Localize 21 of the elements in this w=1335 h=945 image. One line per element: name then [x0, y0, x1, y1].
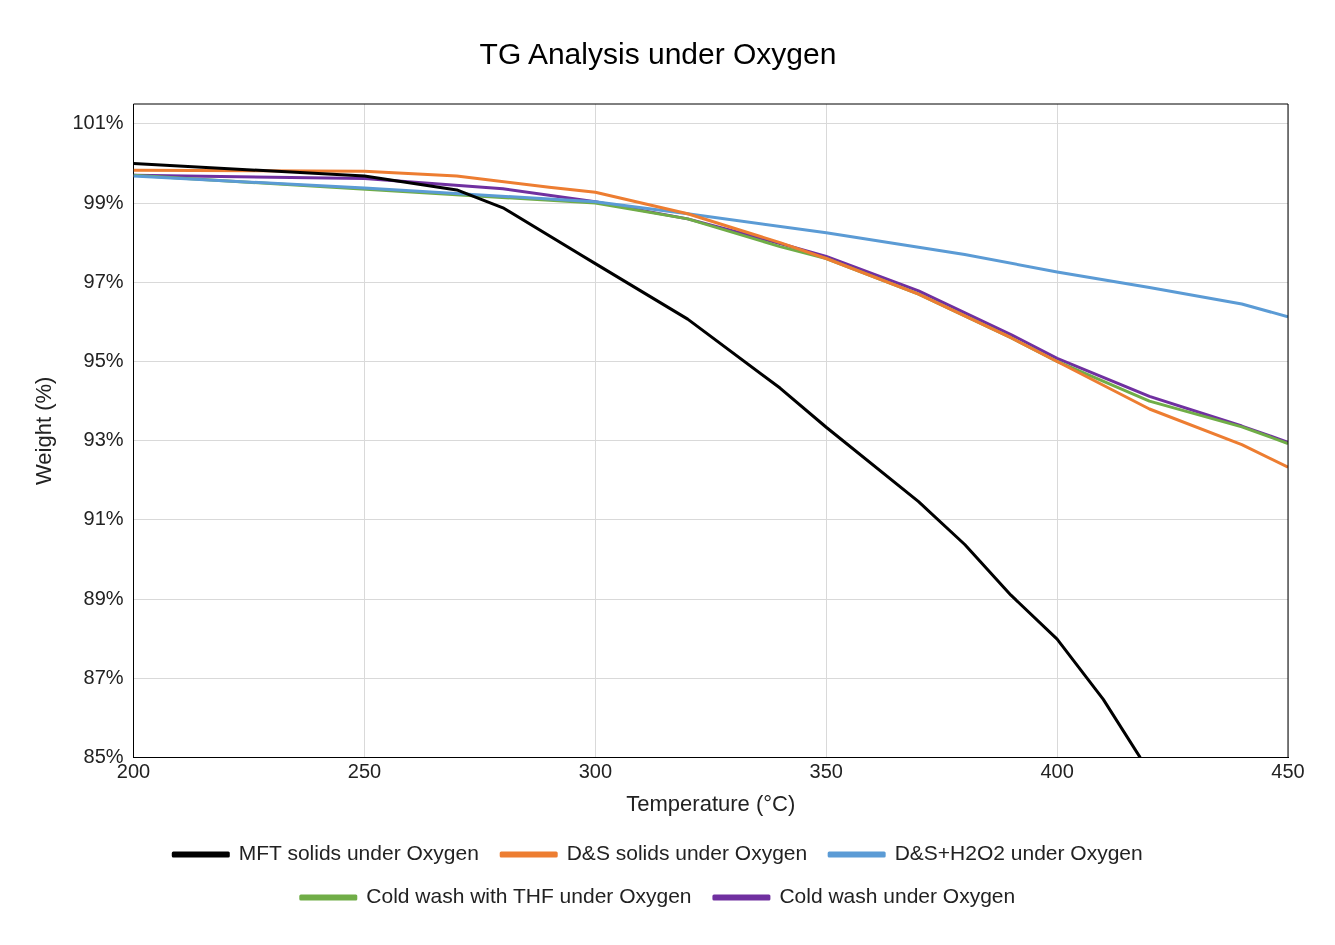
chart-title: TG Analysis under Oxygen — [479, 37, 837, 71]
y-tick-label: 99% — [83, 190, 124, 213]
y-tick-label: 89% — [83, 586, 124, 609]
y-axis-title: Weight (%) — [31, 376, 57, 485]
legend-label: Cold wash under Oxygen — [779, 884, 1016, 908]
y-tick-label: 95% — [83, 348, 124, 371]
x-tick-label: 400 — [1040, 760, 1074, 783]
y-tick-label: 91% — [83, 507, 124, 530]
x-axis-title: Temperature (°C) — [626, 790, 796, 816]
y-tick-label: 87% — [83, 665, 124, 688]
x-tick-label: 450 — [1271, 760, 1305, 783]
y-tick-label: 97% — [83, 269, 124, 292]
legend-label: D&S solids under Oxygen — [566, 841, 808, 865]
legend-label: Cold wash with THF under Oxygen — [366, 884, 692, 908]
legend-label: D&S+H2O2 under Oxygen — [894, 841, 1143, 865]
x-tick-label: 250 — [347, 760, 382, 783]
y-tick-label: 101% — [72, 111, 124, 134]
legend-label: MFT solids under Oxygen — [238, 841, 479, 865]
x-tick-label: 350 — [809, 760, 843, 783]
x-tick-label: 300 — [578, 760, 613, 783]
y-tick-label: 93% — [83, 428, 124, 451]
